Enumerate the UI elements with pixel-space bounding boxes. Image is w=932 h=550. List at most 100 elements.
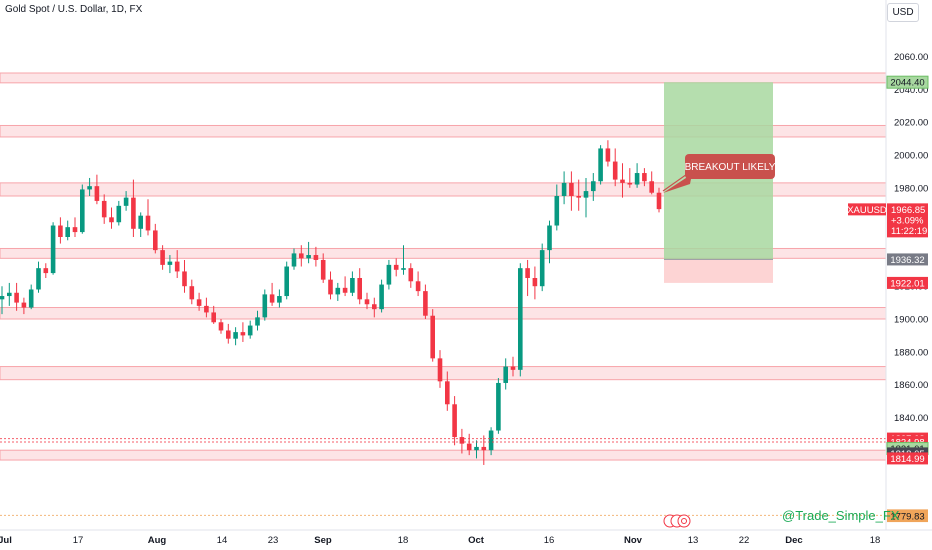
candle-body [160,250,165,265]
candle-body [656,192,662,210]
candle-body [226,330,231,339]
time-tick-label: Nov [624,535,643,546]
candle-body [291,253,297,267]
candle-body [80,189,85,233]
candle-body [87,186,92,190]
candle-body [262,294,268,318]
candle-body [65,227,70,237]
candle-body [379,284,384,310]
candle-body [189,286,195,300]
symbol-text: XAUUSD [847,205,887,216]
time-tick-label: Jul [0,535,12,546]
time-tick-label: 18 [398,535,409,546]
price-tick-label: 2040.00 [894,85,928,96]
candle-body [299,253,304,259]
symbol-tag [848,203,886,216]
price-label-tag [887,452,928,465]
zone-band [0,366,887,381]
candle-body [605,148,611,162]
candle-body [320,259,326,280]
candle-body [372,304,377,310]
candle-body [50,225,56,274]
candle-body [459,437,465,444]
time-tick-label: 13 [688,535,699,546]
candle-body [7,292,12,297]
candle-body [342,287,348,293]
candle-body [233,332,238,339]
callout-box [685,154,775,179]
candle-body [518,268,523,370]
candle-body [58,225,63,237]
price-label-text: 1779.83 [890,512,924,523]
price-label-text: 1814.99 [890,454,924,465]
candle-body [94,186,100,201]
time-tick-label: Oct [468,535,485,546]
candle-body [269,294,275,303]
candle-body [481,446,487,451]
candle-body [218,322,224,331]
price-label-tag [887,510,928,523]
price-label-tag [886,75,929,89]
price-tick-label: 1860.00 [894,380,928,391]
candle-body [167,261,173,265]
candle-body [591,181,596,192]
time-tick-label: Sep [314,535,332,546]
time-tick-label: Dec [785,535,802,546]
callout-tail [663,174,692,193]
candle-body [43,268,49,274]
zone-band [0,72,887,84]
candle-body [101,200,107,218]
candle-body [138,215,143,229]
candle-body [554,196,560,226]
symbol-title: Gold Spot / U.S. Dollar, 1D, FX [5,4,143,15]
candle-body [415,281,421,292]
time-tick-label: 22 [739,535,750,546]
candle-body [466,443,472,451]
candle-body [393,264,399,270]
time-tick-label: 23 [268,535,279,546]
last-price-box [887,203,928,238]
candle-body [445,381,450,405]
candle-body [14,292,19,303]
support-resistance-zones [0,72,887,461]
price-tick-label: 2000.00 [894,151,928,162]
candle-body [284,266,289,297]
callout-text: BREAKOUT LIKELY [685,162,776,173]
candle-body [211,312,216,323]
candle-body [539,250,545,287]
price-label-tag [887,253,928,266]
currency-button[interactable]: USD [887,3,919,22]
author-watermark: @Trade_Simple_FX [782,508,900,523]
candle-body [306,255,311,259]
last-price-line: +3.09% [891,215,924,226]
candle-body [350,278,355,293]
candle-body [72,227,78,233]
candle-body [131,197,136,229]
candle-body [123,197,129,206]
candle-body [583,191,589,198]
candle-body [452,404,457,438]
breakout-callout[interactable]: BREAKOUT LIKELY [662,154,776,193]
candle-body [313,255,319,260]
candle-body [561,182,567,196]
candle-body [401,268,406,270]
candle-body [28,289,34,308]
candle-body [277,296,282,303]
price-label-text: 1922.01 [890,278,924,289]
last-price-line: 11:22:19 [891,226,927,237]
replay-icon[interactable] [663,514,691,528]
time-axis[interactable]: Jul 17 Aug 14 23 Sep 18 Oct 16 Nov 13 22 Dec 18 [0,529,932,546]
candle-body [620,179,625,183]
candle-body [503,366,508,383]
candle-body [642,173,647,182]
candle-body [430,315,435,359]
candle-body [21,302,27,308]
candle-body [496,382,501,431]
candle-body [547,225,552,251]
candle-body [328,279,333,295]
candle-body [174,261,180,272]
price-tick-label: 2020.00 [894,118,928,129]
price-axis-labels: 2044.401936.321922.011827.081824.981821.… [886,75,929,523]
candle-body [247,325,253,336]
